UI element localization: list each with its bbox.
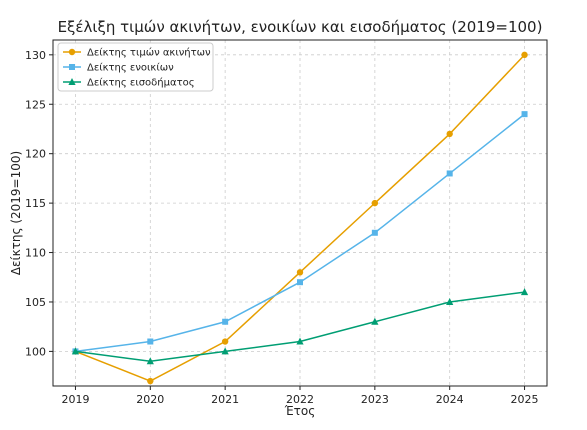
data-point xyxy=(296,337,304,345)
legend-box xyxy=(57,42,214,92)
legend-item: Δείκτης ενοικίων xyxy=(63,62,174,74)
legend-marker xyxy=(68,48,76,56)
legend: Δείκτης τιμών ακινήτων Δείκτης ενοικίων Δε… xyxy=(57,42,214,92)
legend-item: Δείκτης τιμών ακινήτων xyxy=(63,47,211,59)
data-point xyxy=(371,317,379,325)
series-line xyxy=(75,291,525,363)
data-point xyxy=(446,130,453,138)
y-tick-label: 115 xyxy=(25,197,46,210)
data-point xyxy=(521,51,528,59)
legend-marker xyxy=(69,64,75,70)
x-tick-label: 2023 xyxy=(361,393,389,406)
data-point xyxy=(221,338,229,345)
series-2 xyxy=(71,288,529,365)
data-point xyxy=(147,338,154,345)
series-line xyxy=(75,54,526,382)
x-tick-label: 2024 xyxy=(436,393,464,406)
y-tick-label: 100 xyxy=(25,345,46,358)
legend-item: Δείκτης εισοδήματος xyxy=(63,77,195,89)
legend-marker xyxy=(68,78,76,85)
data-point xyxy=(71,347,80,355)
data-point xyxy=(222,318,229,325)
data-point xyxy=(520,288,529,296)
x-tick-label: 2022 xyxy=(286,393,314,406)
grid xyxy=(53,40,547,386)
x-tick-label: 2021 xyxy=(211,393,239,406)
data-point xyxy=(221,347,229,355)
x-tick-label: 2019 xyxy=(61,393,89,406)
y-tick-label: 110 xyxy=(25,247,46,260)
legend-label: Δείκτης ενοικίων xyxy=(87,62,174,74)
data-point xyxy=(146,357,154,365)
data-point xyxy=(446,297,454,305)
x-tick-label: 2025 xyxy=(511,393,539,406)
data-point xyxy=(147,377,154,385)
series-layer xyxy=(71,51,529,385)
legend-label: Δείκτης τιμών ακινήτων xyxy=(87,47,211,59)
legend-label: Δείκτης εισοδήματος xyxy=(87,77,195,89)
series-0 xyxy=(72,51,528,385)
data-point xyxy=(521,111,528,118)
y-tick-label: 120 xyxy=(25,148,46,161)
x-tick-label: 2020 xyxy=(136,393,164,406)
data-point xyxy=(371,199,379,207)
y-axis-label: Δείκτης (2019=100) xyxy=(9,151,23,275)
series-1 xyxy=(72,111,528,355)
y-tick-label: 105 xyxy=(25,296,46,309)
x-axis-ticks: 2019 2020 2021 2022 2023 2024 2025 xyxy=(61,386,539,406)
data-point xyxy=(371,229,378,236)
y-axis-ticks: 100 105 110 115 120 125 130 xyxy=(25,49,53,358)
data-point xyxy=(296,269,304,276)
y-tick-label: 125 xyxy=(25,98,46,111)
data-point xyxy=(297,279,303,286)
x-axis-label: Έτος xyxy=(284,404,316,418)
y-tick-label: 130 xyxy=(25,49,46,62)
data-point xyxy=(446,170,453,177)
chart-title: Εξέλιξη τιμών ακινήτων, ενοικίων και εισ… xyxy=(58,18,543,36)
